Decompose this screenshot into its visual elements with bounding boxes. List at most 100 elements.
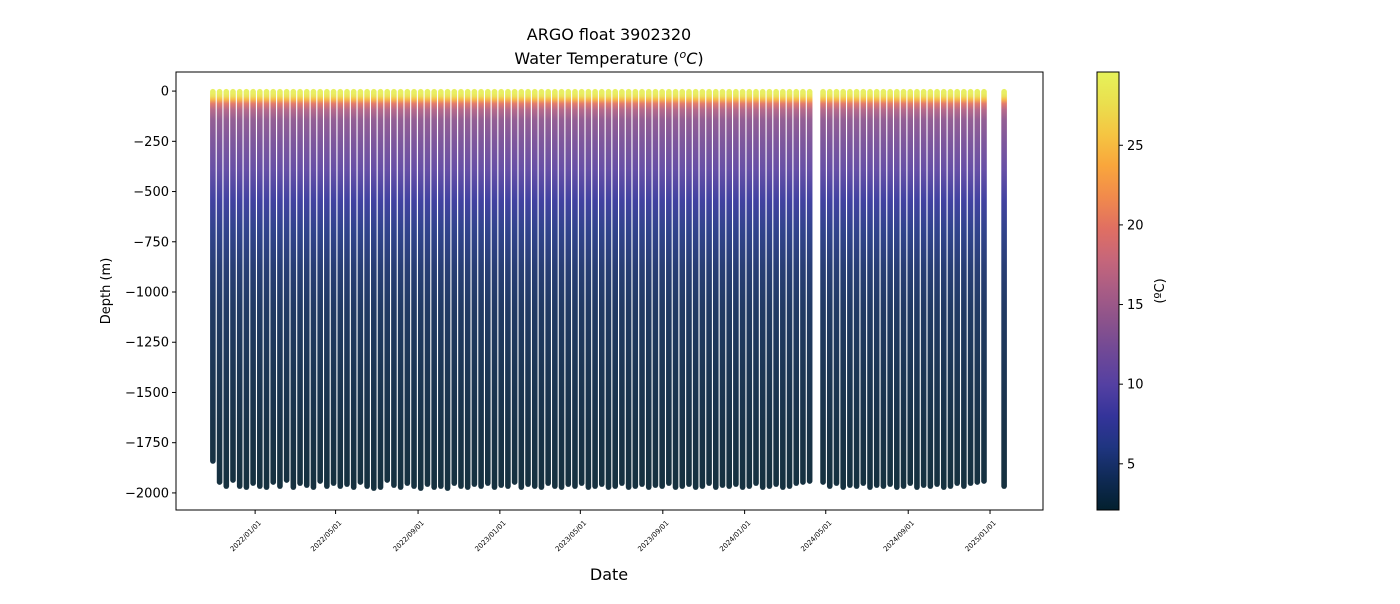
profile-84 [773, 88, 779, 487]
colorbar-tick-label: 15 [1127, 298, 1144, 313]
profile-111 [954, 88, 960, 486]
profile-96 [853, 88, 860, 489]
profile-37 [458, 88, 464, 489]
profile-75 [712, 88, 719, 490]
x-tick-label: 2023/09/01 [636, 519, 670, 553]
profile-83 [766, 88, 773, 489]
colorbar-ticks: 5 10 15 20 25 [1119, 139, 1144, 472]
profile-25 [377, 88, 384, 490]
profile-68 [666, 88, 672, 486]
y-tick-label: −1250 [125, 336, 169, 351]
profile-91 [820, 88, 826, 485]
profile-3 [230, 88, 236, 483]
profile-48 [531, 88, 538, 489]
profile-99 [873, 88, 880, 488]
x-tick-label: 2024/05/01 [799, 519, 833, 553]
profile-31 [417, 88, 424, 491]
colorbar-label: (ºC) [1153, 278, 1168, 303]
profile-73 [699, 88, 706, 489]
profile-49 [538, 88, 545, 490]
profile-61 [619, 88, 625, 486]
profile-41 [484, 88, 491, 486]
profile-108 [934, 88, 940, 487]
subtitle-unit: C [686, 49, 698, 68]
profile-36 [451, 88, 458, 486]
colorbar-tick-label: 5 [1127, 457, 1135, 472]
profile-103 [900, 88, 907, 489]
profile-66 [652, 88, 659, 488]
profile-97 [860, 88, 867, 486]
profile-113 [967, 88, 974, 486]
profile-59 [605, 88, 612, 490]
profile-92 [826, 88, 833, 489]
profile-82 [759, 88, 766, 490]
profile-56 [585, 88, 592, 490]
profile-85 [780, 88, 786, 490]
chart-title: ARGO float 3902320 [527, 25, 691, 44]
profile-94 [840, 88, 846, 490]
profile-4 [236, 88, 243, 489]
y-tick-label: −250 [133, 135, 169, 150]
profile-50 [545, 88, 551, 486]
profile-33 [431, 88, 437, 490]
profile-57 [592, 88, 598, 489]
y-tick-label: 0 [161, 85, 169, 100]
profile-60 [612, 88, 618, 489]
colorbar-tick-label: 10 [1127, 378, 1144, 393]
profile-22 [357, 88, 364, 485]
profile-110 [947, 88, 954, 489]
profile-45 [511, 88, 518, 485]
x-tick-label: 2022/01/01 [229, 519, 263, 553]
profile-10 [277, 88, 283, 489]
profile-77 [726, 88, 732, 489]
profile-72 [692, 88, 699, 490]
profile-32 [424, 88, 431, 487]
profile-81 [753, 88, 759, 486]
y-tick-label: −1750 [125, 436, 169, 451]
profile-9 [270, 88, 277, 485]
y-tick-label: −2000 [125, 486, 169, 501]
colorbar-tick-label: 20 [1127, 218, 1144, 233]
profile-13 [297, 88, 303, 486]
profile-26 [384, 88, 391, 483]
x-tick-label: 2022/09/01 [392, 519, 426, 553]
profile-34 [438, 88, 444, 489]
profile-23 [364, 88, 370, 489]
y-axis: 0 −250 −500 −750 −1000 −1250 −1500 −1750 −2000 [125, 85, 176, 501]
profile-100 [880, 88, 887, 489]
profile-114 [974, 88, 981, 485]
profile-40 [478, 88, 484, 489]
profile-76 [719, 88, 726, 488]
chart-subtitle: Water Temperature (oC) [514, 48, 703, 68]
profile-105 [914, 88, 920, 490]
profile-38 [464, 88, 471, 490]
profile-21 [350, 88, 357, 490]
profile-12 [290, 88, 297, 490]
profile-42 [491, 88, 498, 490]
profile-8 [263, 88, 270, 490]
subtitle-suffix: ) [697, 49, 703, 68]
profile-5 [243, 88, 250, 490]
profile-54 [572, 88, 578, 489]
profile-44 [505, 88, 511, 489]
y-axis-label: Depth (m) [99, 258, 114, 325]
profile-35 [444, 88, 451, 491]
y-tick-label: −1500 [125, 386, 169, 401]
profile-20 [344, 88, 350, 487]
profile-115 [981, 88, 987, 484]
profile-24 [371, 88, 377, 491]
subtitle-unit-sup: o [679, 48, 686, 61]
subtitle-prefix: Water Temperature ( [514, 49, 679, 68]
profile-71 [686, 88, 692, 487]
profile-86 [786, 88, 793, 489]
profile-29 [404, 88, 411, 486]
profile-95 [847, 88, 853, 488]
profile-52 [558, 88, 565, 490]
profile-43 [498, 88, 505, 488]
profile-39 [471, 88, 478, 487]
profiles-layer [210, 88, 1007, 491]
profile-109 [940, 88, 947, 490]
plot-frame [175, 71, 1044, 511]
x-axis-label: Date [590, 565, 628, 584]
profile-104 [907, 88, 914, 486]
